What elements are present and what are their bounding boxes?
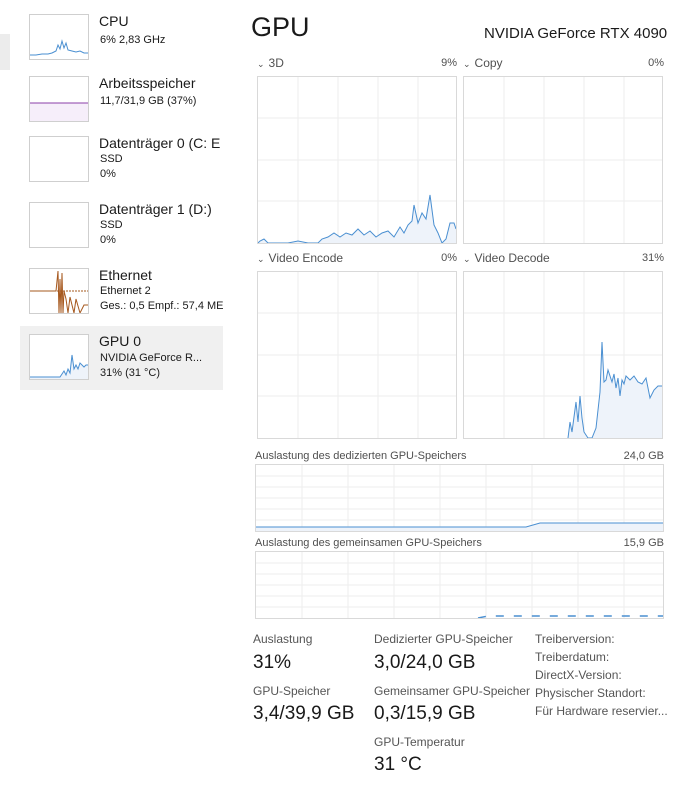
sidebar-item-cpu[interactable]: CPU 6% 2,83 GHz <box>20 8 223 70</box>
engine-label: Video Encode <box>268 251 344 265</box>
utilization-label: Auslastung <box>253 632 313 646</box>
engine-label: Copy <box>474 56 503 70</box>
shared-memory-graph <box>255 551 664 619</box>
gpu-temperature-label: GPU-Temperatur <box>374 735 465 749</box>
gpu-thumbnail-graph <box>29 334 89 380</box>
driver-version-label: Treiberversion: <box>535 632 615 646</box>
sidebar-item-disk-0[interactable]: Datenträger 0 (C: E SSD 0% <box>20 130 223 192</box>
engine-value: 9% <box>441 57 457 69</box>
dedicated-memory-value: 3,0/24,0 GB <box>374 652 476 673</box>
dedicated-memory-label: Dedizierter GPU-Speicher <box>374 632 513 646</box>
chevron-down-icon: ⌄ <box>257 59 265 69</box>
engine-selector-3d[interactable]: ⌄ 3D <box>257 56 284 70</box>
driver-date-label: Treiberdatum: <box>535 650 610 664</box>
shared-memory-graph-label: Auslastung des gemeinsamen GPU-Speichers <box>255 537 482 549</box>
dedicated-memory-graph-max: 24,0 GB <box>623 450 664 462</box>
engine-label: 3D <box>268 56 284 70</box>
sidebar-item-detail: 11,7/31,9 GB (37%) <box>100 95 197 107</box>
gpu-memory-value: 3,4/39,9 GB <box>253 703 355 724</box>
physical-location-label: Physischer Standort: <box>535 686 646 700</box>
sidebar-item-detail: 31% (31 °C) <box>100 367 161 379</box>
engine-value: 31% <box>641 252 664 264</box>
engine-selector-copy[interactable]: ⌄ Copy <box>463 56 503 70</box>
disk-thumbnail-graph <box>29 136 89 182</box>
shared-memory-value: 0,3/15,9 GB <box>374 703 476 724</box>
page-title: GPU <box>251 12 310 42</box>
engine-selector-video-encode[interactable]: ⌄ Video Encode <box>257 251 343 265</box>
disk-thumbnail-graph <box>29 202 89 248</box>
engine-value: 0% <box>648 57 664 69</box>
sidebar-item-ethernet[interactable]: Ethernet Ethernet 2 Ges.: 0,5 Empf.: 57,… <box>20 262 224 324</box>
chevron-down-icon: ⌄ <box>257 254 265 264</box>
sidebar-item-label: Datenträger 1 (D:) <box>99 201 212 217</box>
directx-version-label: DirectX-Version: <box>535 668 622 682</box>
sidebar-item-gpu-0[interactable]: GPU 0 NVIDIA GeForce R... 31% (31 °C) <box>20 326 223 390</box>
cpu-thumbnail-graph <box>29 14 89 60</box>
ethernet-thumbnail-graph <box>29 268 89 314</box>
sidebar-item-disk-1[interactable]: Datenträger 1 (D:) SSD 0% <box>20 196 223 258</box>
shared-memory-graph-max: 15,9 GB <box>623 537 664 549</box>
engine-graph-copy <box>463 76 663 244</box>
dedicated-memory-graph-label: Auslastung des dedizierten GPU-Speichers <box>255 450 467 462</box>
sidebar-item-detail: 6% 2,83 GHz <box>100 34 166 46</box>
sidebar-item-detail: Ges.: 0,5 Empf.: 57,4 ME <box>100 300 224 312</box>
sidebar-item-label: Arbeitsspeicher <box>99 75 196 91</box>
gpu-temperature-value: 31 °C <box>374 754 422 775</box>
sidebar-item-detail: 0% <box>100 168 116 180</box>
chevron-down-icon: ⌄ <box>463 254 471 264</box>
memory-thumbnail-graph <box>29 76 89 122</box>
gpu-memory-label: GPU-Speicher <box>253 684 331 698</box>
sidebar-item-label: Datenträger 0 (C: E <box>99 135 221 151</box>
engine-value: 0% <box>441 252 457 264</box>
hardware-reserved-label: Für Hardware reservier... <box>535 704 668 718</box>
utilization-value: 31% <box>253 652 292 673</box>
sidebar-item-detail: Ethernet 2 <box>100 285 151 297</box>
sidebar-item-detail: SSD <box>100 153 123 165</box>
engine-label: Video Decode <box>474 251 550 265</box>
engine-graph-video-encode <box>257 271 457 439</box>
sidebar-item-label: Ethernet <box>99 267 152 283</box>
sidebar-item-detail: 0% <box>100 234 116 246</box>
sidebar-item-label: GPU 0 <box>99 333 142 349</box>
engine-graph-video-decode <box>463 271 663 439</box>
device-name: NVIDIA GeForce RTX 4090 <box>484 25 668 42</box>
chevron-down-icon: ⌄ <box>463 59 471 69</box>
window-edge-strip <box>0 34 10 70</box>
engine-selector-video-decode[interactable]: ⌄ Video Decode <box>463 251 550 265</box>
sidebar-item-label: CPU <box>99 13 129 29</box>
sidebar-item-detail: SSD <box>100 219 123 231</box>
shared-memory-label: Gemeinsamer GPU-Speicher <box>374 684 531 698</box>
dedicated-memory-graph <box>255 464 664 532</box>
engine-graph-3d <box>257 76 457 244</box>
sidebar-item-detail: NVIDIA GeForce R... <box>100 352 203 364</box>
sidebar-item-memory[interactable]: Arbeitsspeicher 11,7/31,9 GB (37%) <box>20 70 223 132</box>
